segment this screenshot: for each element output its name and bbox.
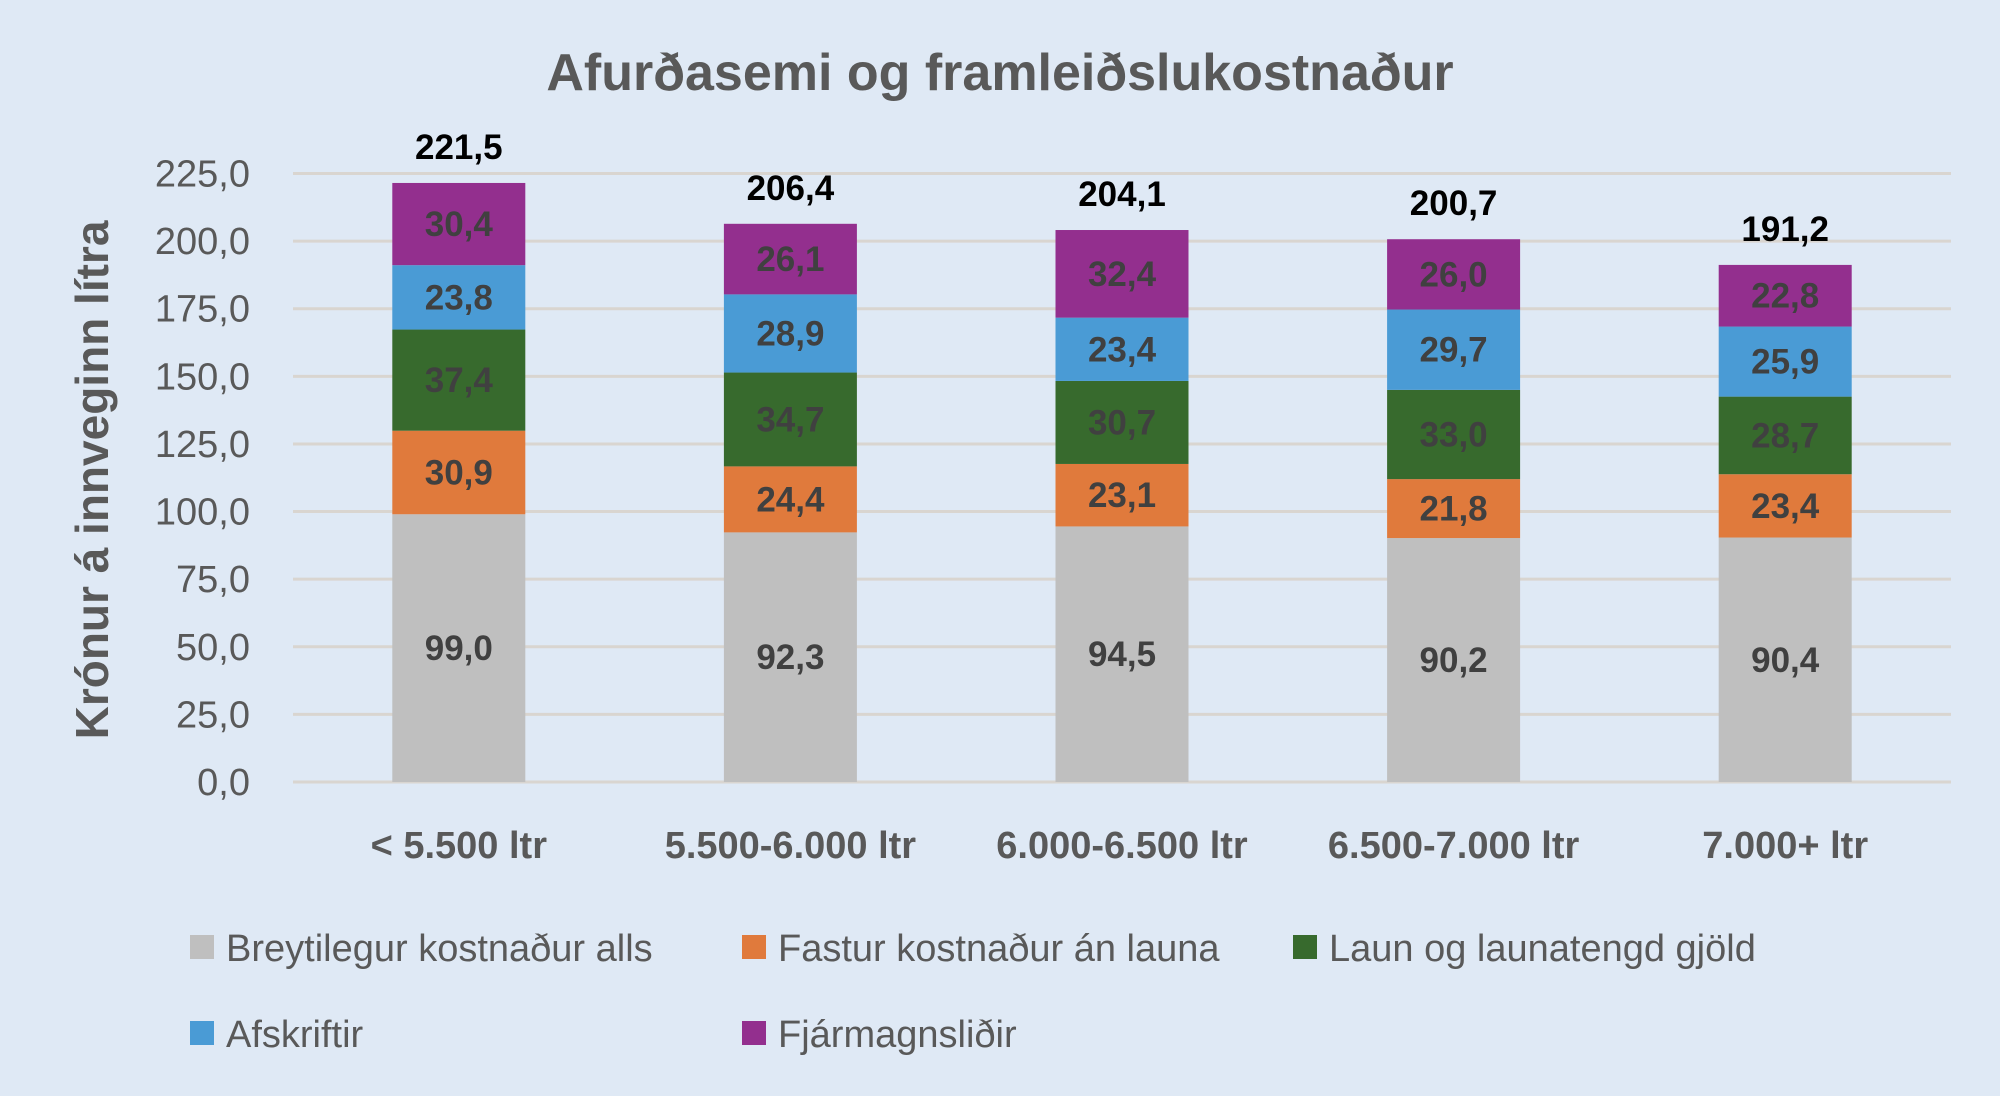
legend-label: Fjármagnsliðir [778, 1014, 1017, 1056]
legend-swatch [190, 935, 214, 959]
data-label: 99,0 [425, 629, 493, 668]
bar-segment [723, 372, 857, 467]
data-label: 92,3 [756, 638, 824, 677]
data-label: 23,8 [425, 278, 493, 317]
bar-segment [1055, 317, 1189, 381]
bar-segment [723, 466, 857, 533]
bar-segment [1387, 309, 1521, 390]
bar-segment [1055, 526, 1189, 782]
legend: Breytilegur kostnaður alls Fastur kostnað… [190, 928, 1756, 1056]
x-tick-label: 5.500-6.000 ltr [665, 825, 917, 867]
bar-segment [1718, 474, 1852, 538]
data-label: 94,5 [1088, 635, 1156, 674]
data-label: 23,1 [1088, 476, 1156, 515]
legend-swatch [1293, 935, 1317, 959]
legend-item: Laun og launatengd gjöld [1293, 928, 1756, 970]
data-label: 90,2 [1420, 641, 1488, 680]
data-label: 33,0 [1420, 415, 1488, 454]
x-tick-label: 6.500-7.000 ltr [1328, 825, 1580, 867]
bar-segment [1718, 396, 1852, 475]
legend-item: Afskriftir [190, 1014, 364, 1056]
x-tick-label: < 5.500 ltr [371, 825, 548, 867]
bar-segment [723, 223, 857, 295]
total-label: 200,7 [1410, 184, 1498, 223]
data-label: 26,1 [756, 240, 824, 279]
y-tick-label: 175,0 [155, 289, 250, 331]
legend-label: Breytilegur kostnaður alls [226, 928, 653, 970]
y-tick-label: 0,0 [197, 762, 250, 804]
y-tick-label: 100,0 [155, 492, 250, 534]
data-label: 25,9 [1751, 343, 1819, 382]
y-tick-label: 125,0 [155, 424, 250, 466]
legend-label: Laun og launatengd gjöld [1329, 928, 1756, 970]
y-tick-labels: 0,0 25,0 50,0 75,0 100,0 125,0 150,0 175,0 200,0… [155, 154, 250, 805]
data-label: 90,4 [1751, 641, 1820, 680]
bar-segment [723, 532, 857, 782]
data-label: 32,4 [1088, 255, 1157, 294]
y-tick-label: 200,0 [155, 221, 250, 263]
x-tick-labels: < 5.500 ltr 5.500-6.000 ltr 6.000-6.500 lt… [371, 825, 1869, 867]
legend-swatch [742, 935, 766, 959]
bar-segment [1387, 239, 1521, 310]
y-tick-label: 75,0 [176, 559, 250, 601]
y-tick-label: 25,0 [176, 694, 250, 736]
x-tick-label: 7.000+ ltr [1702, 825, 1868, 867]
chart-title: Afurðasemi og framleiðslukostnaður [546, 44, 1453, 102]
legend-swatch [742, 1021, 766, 1045]
bar-segment [1387, 389, 1521, 480]
legend-item: Fastur kostnaður án launa [742, 928, 1220, 970]
x-tick-label: 6.000-6.500 ltr [996, 825, 1248, 867]
bar-segment [392, 514, 526, 782]
total-label: 206,4 [747, 169, 835, 208]
total-label: 221,5 [415, 128, 503, 167]
bar-segment [1718, 537, 1852, 782]
legend-swatch [190, 1021, 214, 1045]
bar-segment [1055, 463, 1189, 527]
data-label: 22,8 [1751, 277, 1819, 316]
data-label: 23,4 [1088, 330, 1157, 369]
bar-segment [1387, 479, 1521, 539]
data-label: 26,0 [1420, 255, 1488, 294]
bar-segment [1055, 230, 1189, 318]
y-tick-label: 50,0 [176, 627, 250, 669]
data-label: 24,4 [756, 480, 825, 519]
legend-item: Breytilegur kostnaður alls [190, 928, 653, 970]
data-label: 28,9 [756, 314, 824, 353]
data-label: 28,7 [1751, 416, 1819, 455]
data-label: 29,7 [1420, 331, 1488, 370]
bar-segment [392, 265, 526, 330]
bar-segment [392, 329, 526, 431]
bar-segment [1718, 326, 1852, 397]
y-axis-label: Krónur á innveginn lítra [66, 220, 118, 739]
y-tick-label: 150,0 [155, 356, 250, 398]
bar-segment [392, 430, 526, 515]
data-label: 30,4 [425, 205, 494, 244]
data-label: 37,4 [425, 361, 494, 400]
bar-segment [1387, 538, 1521, 782]
data-label: 30,7 [1088, 403, 1156, 442]
total-label: 204,1 [1078, 175, 1166, 214]
legend-label: Afskriftir [226, 1014, 364, 1056]
y-tick-label: 225,0 [155, 154, 250, 196]
legend-item: Fjármagnsliðir [742, 1014, 1017, 1056]
data-label: 34,7 [756, 400, 824, 439]
data-label: 23,4 [1751, 487, 1820, 526]
total-label: 191,2 [1741, 210, 1829, 249]
bar-segment [392, 182, 526, 266]
bar-segment [1718, 264, 1852, 327]
data-label: 30,9 [425, 453, 493, 492]
data-label: 21,8 [1420, 490, 1488, 529]
bars: 99,0 30,9 37,4 23,8 30,4 221,5 92,3 24,4 34,7 28,… [392, 128, 1852, 782]
legend-label: Fastur kostnaður án launa [778, 928, 1220, 970]
bar-segment [1055, 380, 1189, 464]
bar-segment [723, 294, 857, 373]
